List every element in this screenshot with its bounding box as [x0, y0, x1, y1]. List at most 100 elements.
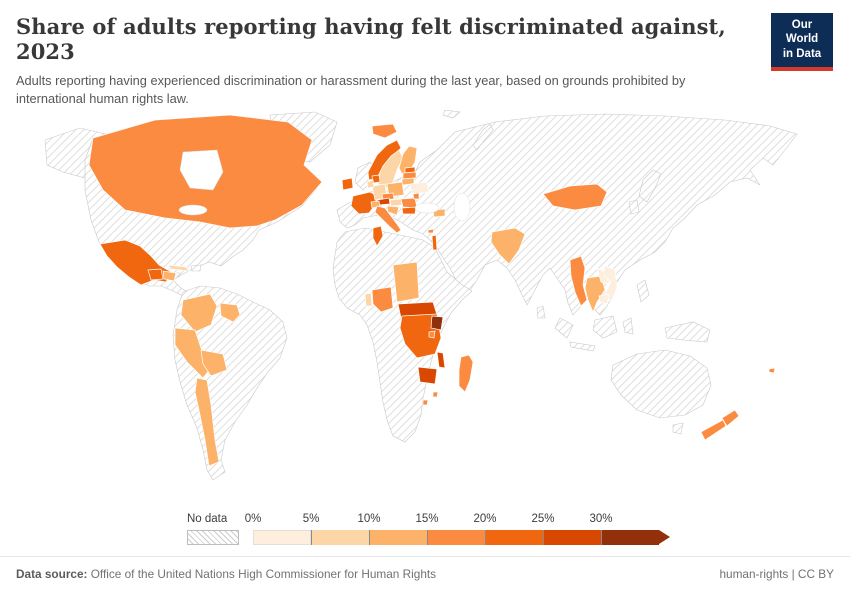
country-tasmania[interactable] [672, 422, 684, 435]
country-cuba[interactable] [167, 264, 190, 272]
country-laos[interactable] [596, 267, 610, 285]
country-mongolia[interactable] [542, 183, 608, 211]
owid-logo-line1: Our World [785, 19, 819, 46]
country-new-guinea[interactable] [664, 321, 711, 343]
country-new-zealand-south[interactable] [700, 419, 727, 441]
legend-tick-mark [601, 530, 602, 545]
chart-footer: Data source: Office of the United Nation… [0, 556, 850, 600]
country-fiji[interactable] [768, 367, 776, 374]
country-lesotho[interactable] [422, 399, 429, 406]
black-sea [414, 202, 440, 214]
legend-bin-5-10%[interactable] [311, 530, 369, 545]
data-source-text: Office of the United Nations High Commis… [87, 567, 437, 581]
country-sulawesi[interactable] [622, 317, 634, 335]
country-czechia[interactable] [381, 192, 395, 201]
country-latvia[interactable] [402, 171, 417, 180]
country-cyprus[interactable] [427, 228, 435, 234]
country-south-korea[interactable] [628, 199, 640, 215]
country-sumatra[interactable] [554, 317, 574, 339]
legend-tick-mark [485, 530, 486, 545]
country-pakistan[interactable] [490, 227, 526, 265]
owid-logo-line2: in Data [782, 47, 822, 60]
country-hispaniola[interactable] [190, 264, 202, 272]
legend-tick-label: 15% [415, 513, 439, 525]
country-hungary[interactable] [389, 198, 403, 207]
legend-bin-20-25%[interactable] [485, 530, 543, 545]
country-zimbabwe[interactable] [417, 366, 438, 385]
country-israel[interactable] [431, 234, 438, 251]
legend-no-data-swatch[interactable] [187, 530, 239, 545]
legend-no-data-label: No data [187, 513, 228, 525]
country-rwanda-burundi[interactable] [428, 330, 436, 339]
world-map [25, 109, 825, 502]
legend-color-bar [253, 530, 670, 545]
country-belarus[interactable] [409, 181, 430, 195]
data-source-label: Data source: [16, 567, 88, 581]
legend-tick-label: 25% [531, 513, 555, 525]
country-netherlands[interactable] [366, 179, 375, 189]
country-iceland[interactable] [371, 123, 398, 139]
great-lakes [178, 204, 208, 216]
legend-tick-mark [311, 530, 312, 545]
page-subtitle: Adults reporting having experienced disc… [16, 73, 686, 106]
legend-bin-15-20%[interactable] [427, 530, 485, 545]
legend-bin-0-5%[interactable] [253, 530, 311, 545]
legend-tick-label: 10% [357, 513, 381, 525]
region-eurasia-no-data[interactable] [336, 113, 798, 316]
country-chad[interactable] [392, 261, 420, 303]
country-guatemala[interactable] [147, 268, 164, 281]
country-tunisia[interactable] [372, 225, 384, 247]
country-chile[interactable] [194, 377, 220, 467]
country-new-zealand-north[interactable] [721, 409, 740, 427]
legend-tick-label: 0% [244, 513, 262, 525]
country-svalbard[interactable] [442, 109, 461, 119]
country-peru[interactable] [174, 327, 212, 379]
country-cambodia[interactable] [598, 293, 610, 305]
legend-tick-label: 20% [473, 513, 497, 525]
country-borneo[interactable] [592, 315, 618, 339]
legend-arrow [659, 530, 670, 544]
country-romania[interactable] [400, 197, 418, 209]
hudson-bay [179, 149, 224, 191]
country-novaya-zemlya[interactable] [472, 123, 494, 151]
owid-logo[interactable]: Our World in Data [771, 13, 833, 72]
country-colombia[interactable] [180, 293, 218, 333]
country-bolivia[interactable] [200, 349, 228, 377]
country-guyana-suriname[interactable] [219, 302, 241, 323]
region-south-america-no-data[interactable] [172, 285, 288, 481]
country-croatia-serbia[interactable] [386, 205, 400, 216]
page-title: Share of adults reporting having felt di… [16, 14, 726, 64]
legend-tick-label: 5% [302, 513, 320, 525]
country-bulgaria[interactable] [401, 206, 417, 215]
country-benin[interactable] [364, 292, 373, 307]
legend-tick-mark [427, 530, 428, 545]
country-malawi[interactable] [436, 351, 446, 369]
world-map-svg [44, 109, 798, 481]
legend-bin-25-30%[interactable] [543, 530, 601, 545]
chart-header: Share of adults reporting having felt di… [16, 14, 756, 107]
country-australia[interactable] [610, 349, 712, 419]
country-moldova[interactable] [412, 192, 420, 200]
country-france[interactable] [350, 191, 378, 215]
country-nigeria[interactable] [371, 286, 394, 313]
legend-tick-mark [543, 530, 544, 545]
legend-tick-mark [369, 530, 370, 545]
country-sri-lanka[interactable] [536, 305, 546, 319]
license-note[interactable]: human-rights | CC BY [719, 567, 834, 581]
country-ireland[interactable] [341, 177, 354, 191]
country-honduras[interactable] [162, 270, 177, 282]
country-myanmar[interactable] [569, 255, 588, 307]
legend-tick-labels: 0% 5% 10% 15% 20% 25% 30% [245, 513, 673, 528]
legend-bin-10-15%[interactable] [369, 530, 427, 545]
legend-bin-30%+[interactable] [601, 530, 659, 545]
data-source-note: Data source: Office of the United Nation… [16, 567, 436, 581]
country-philippines[interactable] [636, 279, 650, 303]
country-uganda[interactable] [430, 315, 444, 331]
country-eswatini[interactable] [432, 391, 439, 398]
country-madagascar[interactable] [458, 354, 474, 393]
country-japan[interactable] [638, 169, 662, 203]
caspian-sea [453, 192, 471, 222]
legend-tick-label: 30% [589, 513, 613, 525]
country-java[interactable] [569, 341, 596, 352]
